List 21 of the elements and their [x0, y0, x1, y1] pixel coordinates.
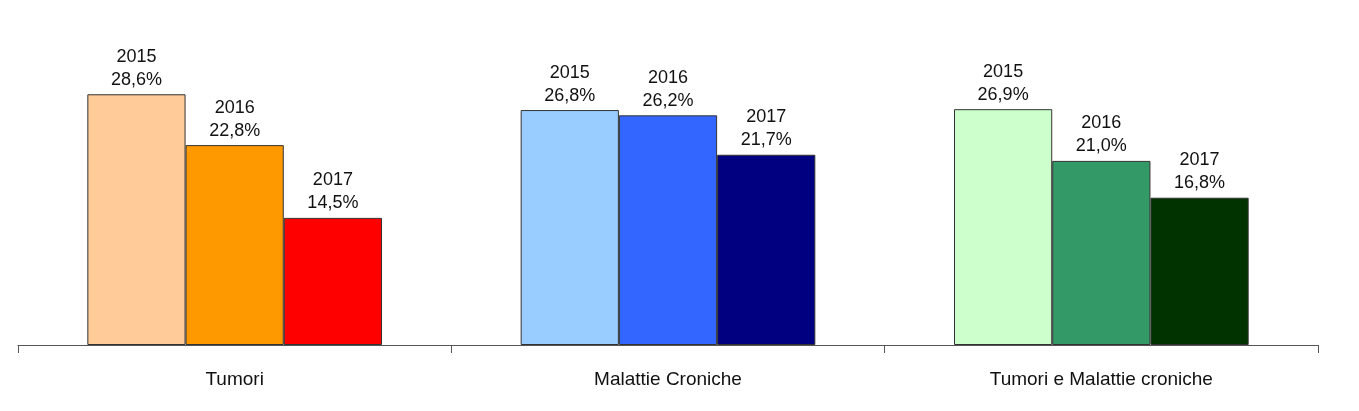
data-label: 26,8% — [544, 84, 596, 105]
x-tick-label: Malattie Croniche — [594, 368, 742, 389]
text: 2015 — [983, 60, 1024, 81]
data-label: 22,8% — [209, 119, 261, 140]
data-label: 26,2% — [642, 89, 694, 110]
data-label: 16,8% — [1174, 172, 1226, 193]
text: 2017 — [312, 169, 353, 190]
series-label: 2015 — [116, 45, 157, 66]
text: 2015 — [549, 61, 590, 82]
text: 2016 — [1081, 112, 1122, 133]
series-label: 2017 — [746, 106, 787, 127]
text: 2017 — [1179, 149, 1220, 170]
x-tick-label: Tumori e Malattie croniche — [989, 368, 1213, 389]
x-tick-label: Tumori — [205, 368, 264, 389]
series-label: 2016 — [214, 96, 255, 117]
text: 2016 — [647, 66, 689, 87]
data-label: 21,0% — [1075, 135, 1127, 156]
data-label: 21,7% — [740, 129, 792, 150]
data-label: 28,6% — [110, 68, 162, 89]
data-label: 14,5% — [307, 192, 359, 213]
data-label: 26,9% — [977, 83, 1029, 104]
